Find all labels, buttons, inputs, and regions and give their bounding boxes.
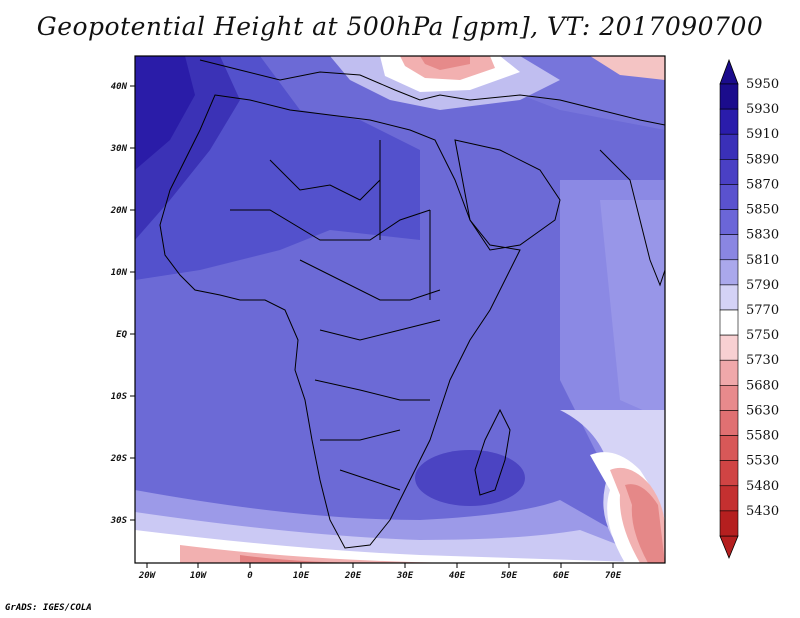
map-title: Geopotential Height at 500hPa [gpm], VT:…: [36, 12, 764, 41]
colorbar-box: [719, 435, 739, 461]
lon-label-30e: 30E: [396, 571, 414, 581]
colorbar-box: [719, 259, 739, 286]
colorbar-box: [719, 159, 739, 185]
lat-label-20s: 20S: [110, 454, 128, 464]
colorbar-box: [719, 83, 739, 110]
lon-label-50e: 50E: [501, 571, 518, 581]
colorbar-box: [719, 410, 739, 436]
colorbar-label: 5770: [746, 303, 779, 318]
colorbar-label: 5630: [746, 403, 779, 418]
colorbar-label: 5430: [746, 504, 779, 519]
lon-label-0: 0: [247, 571, 253, 581]
colorbar-box: [719, 234, 739, 261]
lon-label-10w: 10W: [190, 571, 208, 581]
colorbar-box: [719, 108, 739, 135]
lon-axis: 20W 10W 0 10E 20E 30E 40E 50E 60E 70E: [138, 563, 622, 581]
colorbar-box: [719, 284, 739, 311]
colorbar-label: 5730: [746, 353, 779, 368]
colorbar-bottom-arrow: [719, 535, 739, 560]
lat-label-20n: 20N: [110, 206, 128, 216]
colorbar-label: 5910: [746, 127, 779, 142]
lat-label-30s: 30S: [110, 516, 128, 526]
colorbar-top-arrow: [719, 58, 739, 85]
grads-credit: GrADS: IGES/COLA: [5, 603, 92, 613]
map-frame: [134, 55, 666, 564]
colorbar-label: 5580: [746, 429, 779, 444]
height-field: [135, 56, 665, 563]
colorbar-label: 5750: [746, 328, 779, 343]
colorbar-box: [719, 485, 739, 512]
colorbar-label: 5950: [746, 77, 779, 92]
colorbar-label: 5830: [746, 228, 779, 243]
lon-label-60e: 60E: [553, 571, 570, 581]
colorbar-box: [719, 309, 739, 336]
colorbar-label: 5680: [746, 378, 779, 393]
colorbar-box: [719, 510, 739, 537]
colorbar-label: 5530: [746, 454, 779, 469]
lat-label-40n: 40N: [111, 82, 128, 92]
colorbar-box: [719, 385, 739, 411]
colorbar-box: [719, 359, 739, 386]
lat-label-eq: EQ: [116, 330, 127, 340]
colorbar-label: 5810: [746, 253, 779, 268]
lon-label-40e: 40E: [449, 571, 466, 581]
lon-label-20e: 20E: [344, 571, 362, 581]
colorbar-box: [719, 334, 739, 361]
lat-label-10n: 10N: [111, 268, 128, 278]
colorbar-label: 5890: [746, 152, 779, 167]
colorbar-label: 5790: [746, 278, 779, 293]
colorbar-box: [719, 460, 739, 487]
colorbar-label: 5480: [746, 479, 779, 494]
lon-label-10e: 10E: [293, 571, 310, 581]
colorbar-box: [719, 133, 739, 160]
colorbar-label: 5870: [746, 177, 779, 192]
colorbar-box: [719, 184, 739, 210]
colorbar-box: [719, 209, 739, 235]
colorbar: 5950 5930 5910 5890 5870 5850 5830 5810 5790 5770…: [719, 58, 779, 560]
lat-label-30n: 30N: [110, 144, 128, 154]
lon-label-20w: 20W: [138, 571, 157, 581]
colorbar-label: 5930: [746, 102, 779, 117]
lon-label-70e: 70E: [605, 571, 622, 581]
coastlines: [159, 59, 665, 549]
lat-label-10s: 10S: [111, 392, 128, 402]
colorbar-label: 5850: [746, 203, 779, 218]
lat-axis: 40N 30N 20N 10N EQ 10S 20S 30S: [110, 82, 135, 526]
